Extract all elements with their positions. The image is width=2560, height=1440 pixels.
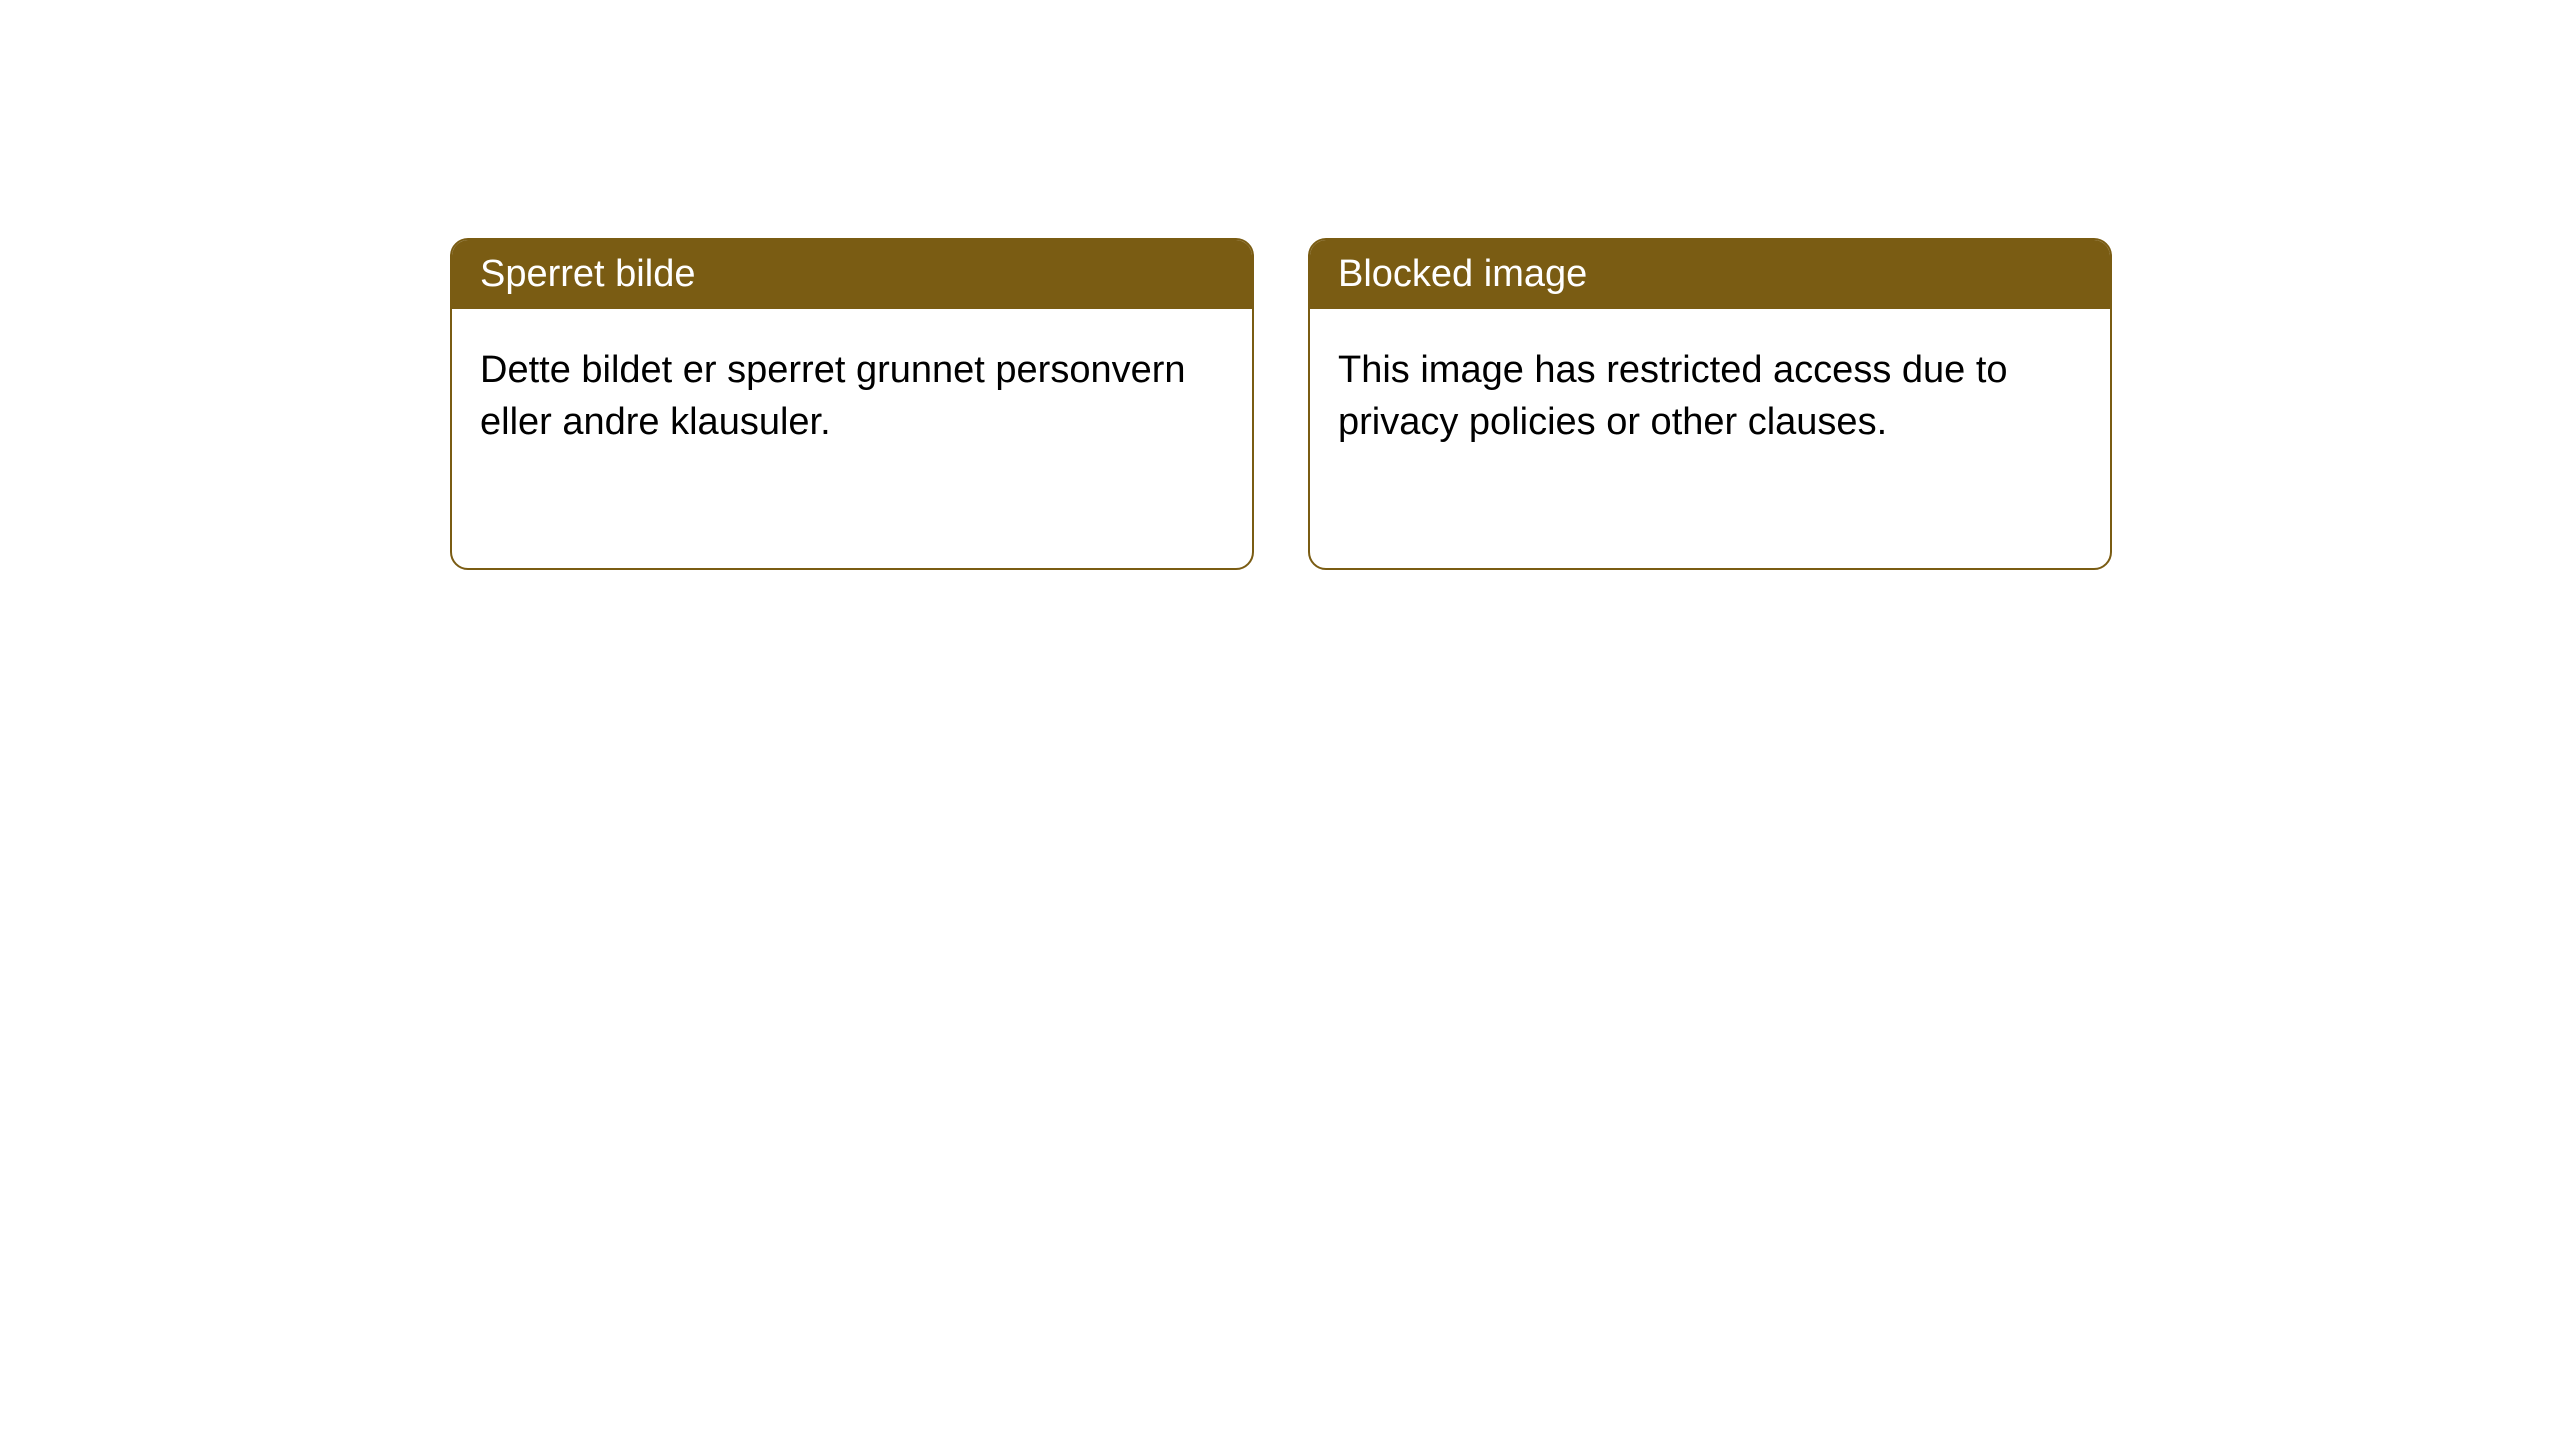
notice-body: This image has restricted access due to … [1310,309,2110,484]
notice-card-norwegian: Sperret bilde Dette bildet er sperret gr… [450,238,1254,570]
notice-body: Dette bildet er sperret grunnet personve… [452,309,1252,484]
notice-card-english: Blocked image This image has restricted … [1308,238,2112,570]
notice-header: Sperret bilde [452,240,1252,309]
notice-container: Sperret bilde Dette bildet er sperret gr… [0,0,2560,570]
notice-header: Blocked image [1310,240,2110,309]
